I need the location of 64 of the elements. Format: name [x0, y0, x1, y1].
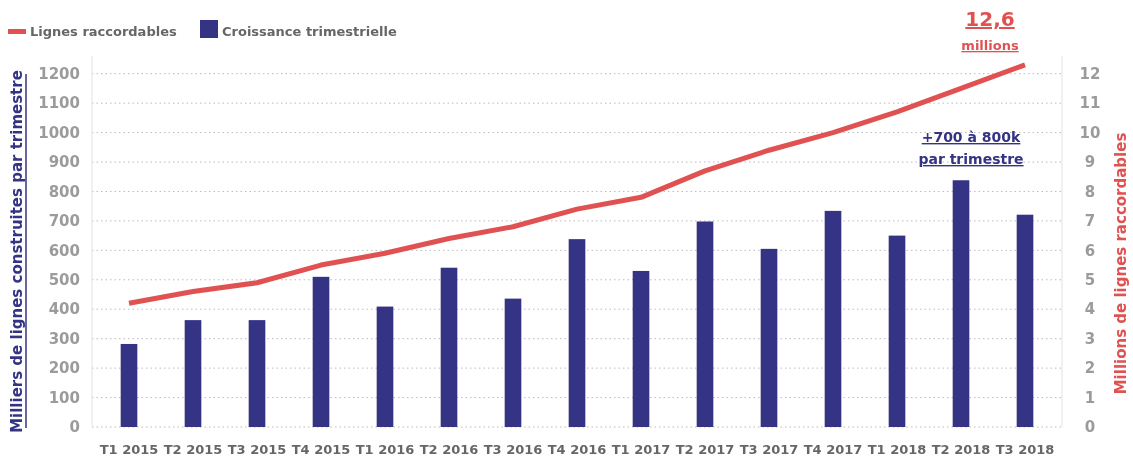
y2-tick-label: 6: [1084, 241, 1096, 260]
y-tick-label: 200: [48, 359, 80, 378]
bar: [248, 320, 266, 427]
y2-tick-label: 1: [1084, 388, 1096, 407]
annotation: par trimestre: [918, 151, 1024, 167]
bar: [312, 276, 330, 427]
y-tick-label: 700: [48, 212, 80, 231]
y2-tick-label: 5: [1084, 271, 1096, 290]
y2-axis-title: Millions de lignes raccordables: [1112, 132, 1130, 395]
bar: [632, 270, 650, 427]
x-tick-label: T1 2015: [99, 442, 159, 457]
y2-tick-label: 12: [1079, 64, 1101, 83]
y-axis-title: Milliers de lignes construites par trimestre: [8, 70, 26, 433]
x-tick-label: T2 2015: [163, 442, 223, 457]
y-tick-label: 1200: [38, 64, 80, 83]
bar: [696, 221, 714, 427]
x-tick-label: T2 2018: [931, 442, 991, 457]
bar: [376, 306, 394, 427]
y-tick-label: 400: [48, 300, 80, 319]
text: millions: [961, 38, 1019, 53]
x-tick-label: T3 2018: [995, 442, 1055, 457]
x-tick-label: T3 2016: [483, 442, 543, 457]
y-tick-label: 0: [69, 418, 80, 437]
y2-tick-label: 10: [1079, 123, 1101, 142]
bar: [952, 180, 970, 427]
x-tick-label: T1 2016: [355, 442, 415, 457]
legend-label: Croissance trimestrielle: [222, 23, 397, 39]
y2-tick-label: 2: [1084, 359, 1096, 378]
y2-tick-label: 3: [1084, 329, 1096, 348]
bar: [824, 210, 842, 427]
x-tick-label: T4 2015: [291, 442, 351, 457]
bar: [760, 248, 778, 427]
y2-tick-label: 7: [1084, 212, 1096, 231]
y-tick-label: 100: [48, 388, 80, 407]
bar: [120, 343, 138, 427]
y2-tick-label: 8: [1084, 182, 1096, 201]
x-tick-label: T4 2017: [803, 442, 863, 457]
bar: [440, 267, 458, 427]
x-tick-label: T3 2017: [739, 442, 799, 457]
x-tick-label: T1 2017: [611, 442, 671, 457]
bar: [184, 320, 202, 427]
y-tick-label: 1000: [38, 123, 80, 142]
bar: [568, 239, 586, 427]
y2-tick-label: 0: [1084, 418, 1096, 437]
y-tick-label: 500: [48, 271, 80, 290]
y-tick-label: 900: [48, 153, 80, 172]
y-tick-label: 600: [48, 241, 80, 260]
x-tick-label: T2 2016: [419, 442, 479, 457]
bar: [1016, 214, 1034, 427]
x-tick-label: T3 2015: [227, 442, 287, 457]
x-tick-label: T2 2017: [675, 442, 735, 457]
annotation: +700 à 800k: [921, 129, 1022, 145]
text: 12,6: [965, 7, 1015, 31]
x-tick-label: T4 2016: [547, 442, 607, 457]
y-tick-label: 1100: [38, 94, 80, 113]
bar: [888, 235, 906, 427]
x-tick-label: T1 2018: [867, 442, 927, 457]
y2-tick-label: 11: [1079, 94, 1101, 113]
y2-tick-label: 9: [1084, 153, 1096, 172]
y-tick-label: 300: [48, 329, 80, 348]
legend-label: Lignes raccordables: [30, 23, 177, 39]
bar: [504, 298, 522, 427]
y2-tick-label: 4: [1084, 300, 1096, 319]
y-tick-label: 800: [48, 182, 80, 201]
